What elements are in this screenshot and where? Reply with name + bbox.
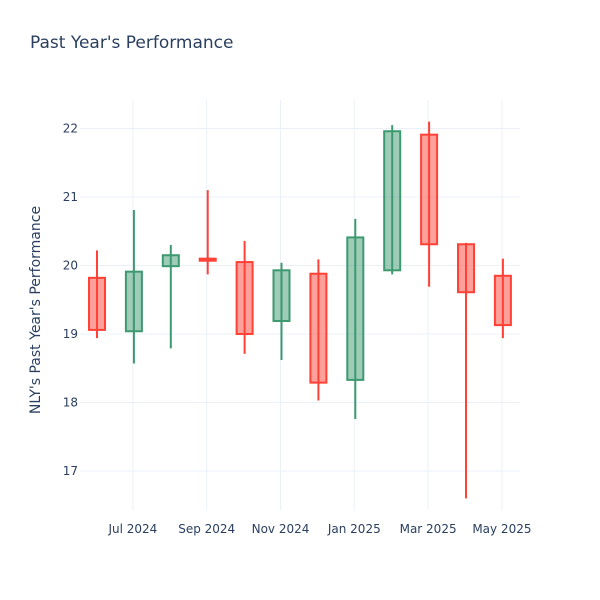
candle: [457, 242, 475, 499]
candle: [272, 262, 291, 361]
y-tick-label: 17: [63, 464, 78, 478]
candle-body: [420, 133, 439, 246]
chart-title: Past Year's Performance: [30, 33, 234, 53]
y-tick-label: 22: [63, 122, 78, 136]
candle-body: [88, 276, 106, 331]
candle-body: [383, 130, 402, 272]
candle: [198, 190, 217, 275]
candle: [124, 210, 143, 364]
y-tick-label: 18: [63, 396, 78, 410]
x-tick-label: Jan 2025: [327, 522, 381, 536]
y-axis-title: NLY's Past Year's Performance: [28, 206, 44, 414]
x-tick-label: Nov 2024: [252, 522, 310, 536]
candle: [161, 244, 180, 349]
candle: [420, 121, 439, 287]
x-tick-label: Sep 2024: [178, 522, 235, 536]
x-tick-label: Jul 2024: [107, 522, 157, 536]
candle-body: [161, 254, 180, 268]
candle-body: [198, 257, 217, 262]
y-tick-label: 20: [63, 259, 78, 273]
candle-body: [124, 270, 143, 333]
candle: [88, 250, 106, 339]
candle: [346, 218, 365, 419]
candle-body: [493, 274, 512, 327]
x-tick-label: May 2025: [472, 522, 531, 536]
y-tick-label: 19: [63, 327, 78, 341]
x-axis-ticks: Jul 2024 Sep 2024 Nov 2024 Jan 2025 Mar 2025…: [107, 522, 531, 536]
y-tick-label: 21: [63, 190, 78, 204]
candle-body: [457, 243, 475, 294]
candle: [493, 258, 512, 339]
x-tick-label: Mar 2025: [400, 522, 457, 536]
candle-body: [235, 261, 254, 336]
candle-body: [309, 272, 328, 384]
grid-lines: [80, 100, 520, 510]
candle: [383, 125, 402, 275]
candles: [88, 121, 512, 499]
candle-body: [272, 269, 291, 322]
candle-body: [346, 236, 365, 381]
candle: [235, 240, 254, 354]
candle: [309, 259, 328, 401]
y-axis-ticks: 17 18 19 20 21 22: [63, 122, 78, 479]
